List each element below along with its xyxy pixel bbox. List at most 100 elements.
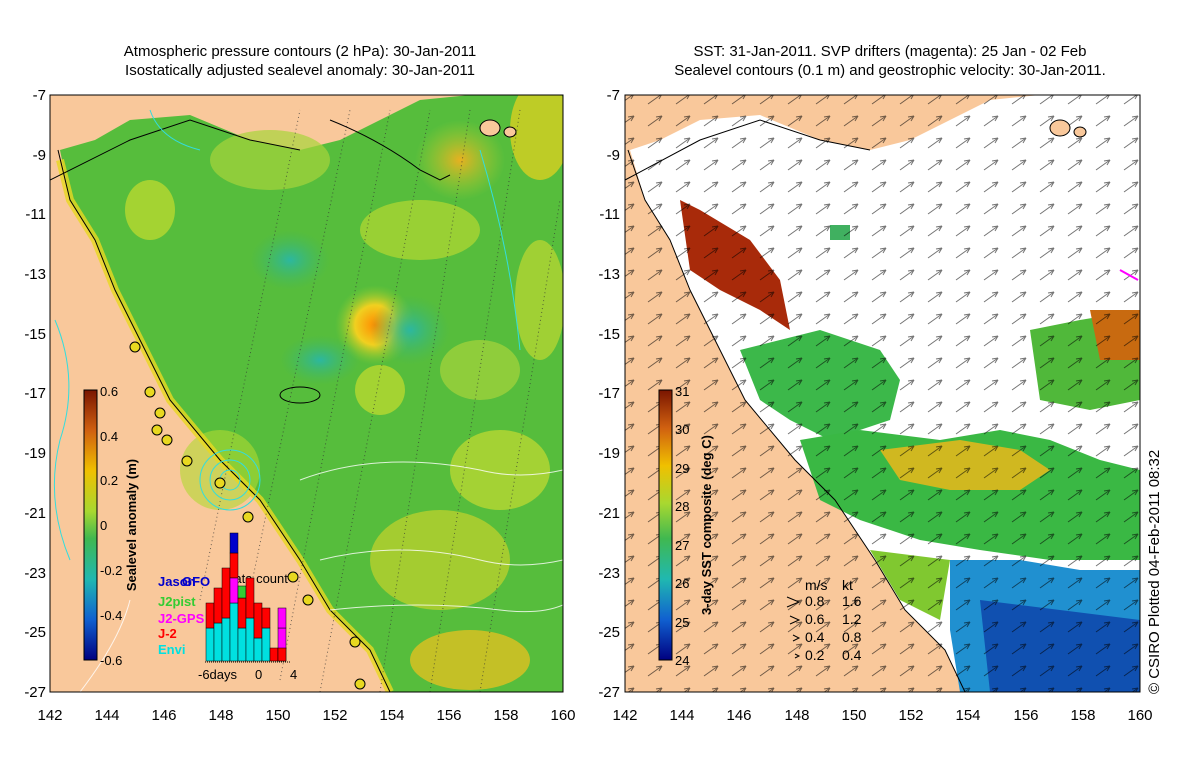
cbR-tick: 28: [675, 499, 689, 514]
right-xtick: 144: [669, 707, 694, 724]
left-xtick: 160: [550, 707, 575, 724]
inset-legend: Jason GFO J2pist J2-GPS J-2 Envi: [158, 574, 210, 657]
left-panel-title: Atmospheric pressure contours (2 hPa): 3…: [40, 42, 560, 80]
inset-title: Data count: [225, 571, 288, 586]
count-bar: [229, 602, 239, 662]
right-xtick: 158: [1070, 707, 1095, 724]
cbL-tick: 0: [100, 518, 107, 533]
cbR-tick: 27: [675, 538, 689, 553]
cbL-tick: 0.4: [100, 429, 118, 444]
count-bar: [229, 532, 239, 554]
inset-xtick: 4: [290, 667, 297, 682]
sst-colorbar-ticks: 31 30 29 28 27 26 25 24: [675, 385, 689, 668]
right-y-ticks: -7 -9 -11 -13 -15 -17 -19 -21 -23 -25 -2…: [598, 87, 620, 701]
right-ytick: -11: [599, 206, 620, 223]
inset-legend-j2pist: J2pist: [158, 594, 196, 609]
sealevel-anomaly-map: -7 -9 -11 -13 -15 -17 -19 -21 -23 -25 -2…: [24, 87, 575, 724]
left-ytick: -17: [24, 385, 46, 402]
sst-colorbar-label: 3-day SST composite (deg C): [699, 435, 714, 615]
right-ytick: -23: [598, 565, 620, 582]
right-ytick: -25: [598, 624, 620, 641]
count-bar: [253, 637, 263, 662]
left-xtick: 150: [265, 707, 290, 724]
left-ytick: -27: [24, 684, 46, 701]
key-arrow: [786, 596, 801, 608]
key-ms: 0.8: [805, 593, 825, 609]
left-xtick: 154: [379, 707, 404, 724]
count-bar: [277, 647, 287, 662]
key-kt: 1.2: [842, 611, 862, 627]
right-panel-title: SST: 31-Jan-2011. SVP drifters (magenta)…: [590, 42, 1190, 80]
count-bar: [205, 602, 215, 629]
right-ytick: -9: [607, 147, 620, 164]
count-bar: [261, 627, 271, 662]
right-title-line2: Sealevel contours (0.1 m) and geostrophi…: [674, 62, 1106, 79]
data-count-bars: [205, 532, 287, 662]
count-bar: [229, 577, 239, 604]
count-bar: [205, 627, 215, 662]
left-ytick: -11: [25, 206, 46, 223]
right-ytick: -19: [598, 445, 620, 462]
inset-legend-gfo: GFO: [182, 574, 210, 589]
right-ytick: -21: [598, 505, 620, 522]
key-header-ms: m/s: [805, 577, 828, 593]
key-ms: 0.6: [805, 611, 825, 627]
count-bar: [261, 607, 271, 629]
cbR-tick: 30: [675, 422, 689, 437]
count-bar: [237, 627, 247, 662]
data-count-inset: Data count Jason GFO J2pist J2-GPS J-2 E…: [158, 532, 297, 682]
left-xtick: 148: [208, 707, 233, 724]
inset-legend-envi: Envi: [158, 642, 185, 657]
right-ytick: -27: [598, 684, 620, 701]
right-xtick: 148: [784, 707, 809, 724]
inset-xtick: 0: [255, 667, 262, 682]
right-xtick: 142: [612, 707, 637, 724]
cbL-tick: 0.6: [100, 385, 118, 399]
key-kt: 0.4: [842, 647, 862, 663]
cbR-tick: 25: [675, 615, 689, 630]
sst-map: -7 -9 -11 -13 -15 -17 -19 -21 -23 -25 -2…: [598, 87, 1152, 724]
key-kt: 1.6: [842, 593, 862, 609]
inset-xtick: -6days: [198, 667, 238, 682]
right-xtick: 152: [898, 707, 923, 724]
coastline: [627, 149, 966, 692]
right-title-line1: SST: 31-Jan-2011. SVP drifters (magenta)…: [693, 43, 1087, 60]
left-x-ticks: 142 144 146 148 150 152 154 156 158 160: [37, 707, 575, 724]
left-ytick: -25: [24, 624, 46, 641]
count-bar: [277, 607, 287, 629]
left-xtick: 152: [322, 707, 347, 724]
left-xtick: 146: [151, 707, 176, 724]
left-ytick: -19: [24, 445, 46, 462]
plot-credit: © CSIRO Plotted 04-Feb-2011 08:32: [1146, 449, 1163, 694]
sst-colorbar: 31 30 29 28 27 26 25 24 3-day SST compos…: [658, 385, 714, 668]
inset-legend-j2gps: J2-GPS: [158, 611, 205, 626]
left-ytick: -7: [33, 87, 46, 104]
left-ytick: -21: [24, 505, 46, 522]
count-bar: [213, 587, 223, 624]
count-bar: [237, 585, 247, 599]
right-xtick: 150: [841, 707, 866, 724]
count-bar: [213, 622, 223, 662]
left-y-ticks: -7 -9 -11 -13 -15 -17 -19 -21 -23 -25 -2…: [24, 87, 46, 701]
inset-legend-jason: Jason: [158, 574, 196, 589]
right-ytick: -15: [598, 326, 620, 343]
cbR-tick: 31: [675, 385, 689, 399]
key-arrow: [794, 653, 801, 659]
right-ytick: -17: [598, 385, 620, 402]
inset-x-ticks: -6days 0 4: [198, 667, 297, 682]
sealevel-colorbar: 0.6 0.4 0.2 0 -0.2 -0.4 -0.6 Sealevel an…: [83, 385, 139, 668]
cbR-tick: 26: [675, 576, 689, 591]
right-xtick: 154: [955, 707, 980, 724]
cbL-tick: -0.2: [100, 563, 122, 578]
count-bar: [221, 617, 231, 662]
cbL-tick: 0.2: [100, 473, 118, 488]
inset-legend-j2: J-2: [158, 626, 177, 641]
key-arrow: [789, 615, 801, 625]
cbL-tick: -0.4: [100, 608, 122, 623]
velocity-key: m/s kt 0.8 1.6 0.6 1.2 0.4 0.8 0.2 0.4: [786, 577, 862, 663]
left-xtick: 144: [94, 707, 119, 724]
right-ytick: -7: [607, 87, 620, 104]
right-xtick: 146: [726, 707, 751, 724]
key-ms: 0.4: [805, 629, 825, 645]
right-xtick: 160: [1127, 707, 1152, 724]
